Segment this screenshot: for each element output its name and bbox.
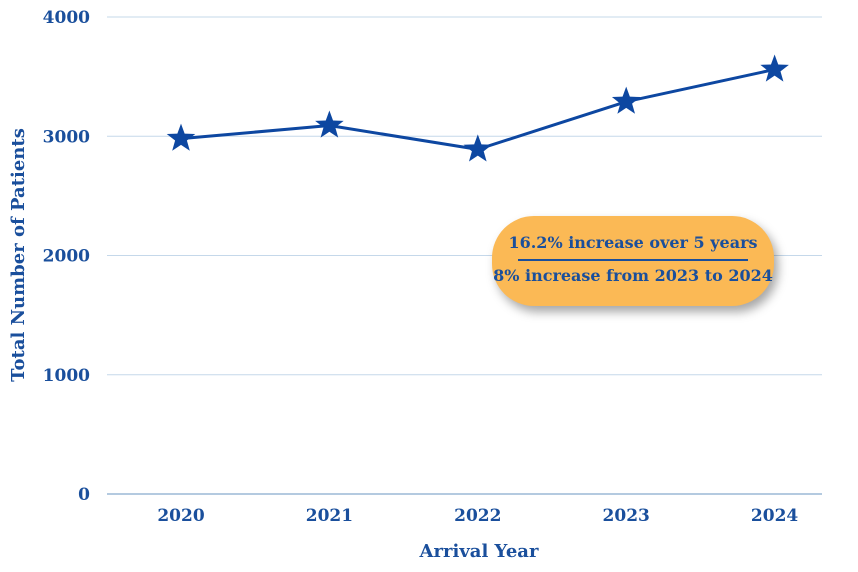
annotation-yearly-increase: 8% increase from 2023 to 2024 — [493, 266, 773, 285]
data-series — [166, 54, 789, 162]
annotation-callout: 16.2% increase over 5 years 8% increase … — [492, 216, 774, 306]
y-axis-title: Total Number of Patients — [8, 128, 29, 382]
y-tick-label-3000: 3000 — [43, 127, 90, 147]
annotation-five-year-increase: 16.2% increase over 5 years — [508, 233, 758, 252]
x-tick-label-2020: 2020 — [157, 506, 204, 526]
y-tick-label-2000: 2000 — [43, 247, 90, 267]
y-tick-label-1000: 1000 — [43, 366, 90, 386]
data-point-2020 — [166, 123, 196, 151]
y-tick-label-0: 0 — [78, 485, 90, 505]
annotation-divider — [518, 259, 748, 261]
y-tick-label-4000: 4000 — [43, 8, 90, 28]
data-point-2023 — [611, 86, 641, 114]
x-axis-title: Arrival Year — [419, 541, 539, 562]
gridlines — [107, 16, 822, 495]
data-point-2022 — [463, 134, 493, 162]
y-axis-ticks: 0 1000 2000 3000 4000 — [43, 8, 90, 505]
x-tick-label-2023: 2023 — [603, 506, 650, 526]
x-tick-label-2024: 2024 — [751, 506, 798, 526]
data-point-2024 — [760, 54, 789, 82]
x-tick-label-2021: 2021 — [306, 506, 353, 526]
x-tick-label-2022: 2022 — [454, 506, 501, 526]
x-axis-ticks: 2020 2021 2022 2023 2024 — [157, 506, 798, 526]
data-point-2021 — [315, 110, 344, 138]
